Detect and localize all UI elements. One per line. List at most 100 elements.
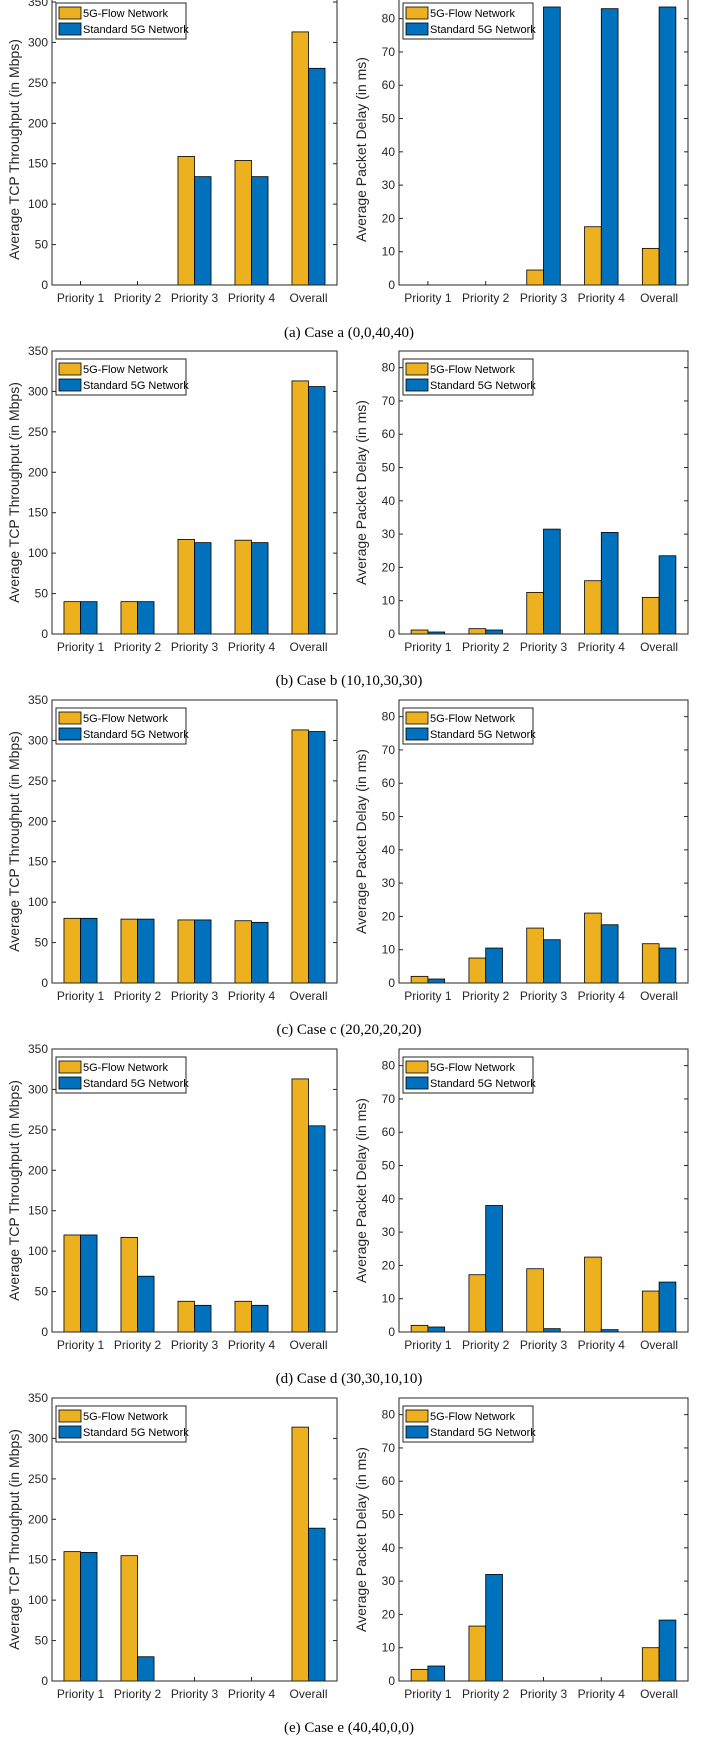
caption-b: (b) Case b (10,10,30,30) (276, 673, 423, 689)
y-tick-label: 150 (28, 855, 48, 869)
y-tick-label: 350 (28, 1391, 48, 1405)
bar (291, 1426, 309, 1682)
bar (234, 920, 252, 984)
y-tick-label: 40 (382, 1192, 396, 1206)
axes-box (398, 1397, 689, 1682)
y-tick-label: 300 (28, 35, 48, 49)
x-tick-label: Priority 4 (578, 291, 626, 305)
y-axis-label: Average Packet Delay (in ms) (353, 400, 369, 585)
bar (641, 1647, 660, 1682)
plot-area (52, 1398, 337, 1681)
y-tick-label: 20 (382, 1607, 396, 1621)
legend-label: 5G-Flow Network (83, 8, 168, 20)
y-tick-label: 50 (382, 810, 396, 824)
y-axis-label: Average TCP Throughput (in Mbps) (6, 382, 22, 603)
bar (543, 528, 561, 635)
axes-box (398, 699, 689, 984)
x-tick-label: Priority 4 (228, 989, 276, 1003)
y-tick-label: 80 (382, 12, 396, 26)
y-tick-label: 0 (388, 1674, 395, 1688)
legend-label: Standard 5G Network (430, 380, 536, 392)
legend-label: 5G-Flow Network (83, 1062, 168, 1074)
legend-swatch (405, 6, 429, 20)
legend-swatch (405, 727, 429, 741)
bar (234, 539, 252, 635)
legend-swatch (405, 1060, 429, 1074)
x-tick-label: Priority 4 (228, 1338, 276, 1352)
bar (63, 1551, 81, 1682)
y-tick-label: 30 (382, 876, 396, 890)
bar (177, 1300, 195, 1333)
chart-b-delay: 0 10 20 30 40 50 60 70 80 Priority 1 Priority 2 Pri… (353, 350, 689, 654)
y-tick-label: 40 (382, 145, 396, 159)
bar (177, 919, 195, 984)
x-tick-label: Priority 2 (462, 1687, 510, 1701)
bar (194, 542, 212, 635)
caption-e: (e) Case e (40,40,0,0) (284, 1720, 414, 1736)
y-tick-label: 20 (382, 560, 396, 574)
bar (120, 918, 138, 984)
bar (526, 927, 544, 984)
legend: 5G-Flow Network Standard 5G Network (402, 1056, 536, 1094)
x-tick-label: Priority 1 (404, 989, 452, 1003)
x-tick-label: Priority 1 (57, 1338, 105, 1352)
legend-label: 5G-Flow Network (430, 1411, 515, 1423)
bar (641, 247, 660, 286)
y-tick-label: 40 (382, 494, 396, 508)
x-tick-label: Priority 3 (520, 1687, 568, 1701)
bar (526, 1268, 544, 1333)
bar (543, 939, 561, 984)
bar (120, 1236, 138, 1333)
bar (468, 628, 487, 635)
axes-box (51, 699, 338, 984)
bar (63, 601, 81, 635)
caption-d: (d) Case d (30,30,10,10) (276, 1371, 423, 1387)
x-tick-label: Priority 4 (578, 1338, 626, 1352)
bar (251, 1304, 269, 1333)
bar (485, 1574, 503, 1682)
x-tick-label: Priority 4 (578, 989, 626, 1003)
legend-swatch (405, 1076, 429, 1090)
bar (194, 176, 212, 286)
x-tick-label: Priority 2 (462, 989, 510, 1003)
legend-label: Standard 5G Network (430, 729, 536, 741)
x-tick-label: Priority 4 (228, 291, 276, 305)
bar (137, 601, 155, 635)
bar (120, 601, 138, 635)
y-tick-label: 80 (382, 710, 396, 724)
y-tick-label: 50 (382, 461, 396, 475)
axes-box (398, 0, 689, 286)
legend-swatch (58, 6, 82, 20)
x-tick-label: Overall (289, 291, 327, 305)
legend-swatch (58, 1425, 82, 1439)
bar (234, 1300, 252, 1333)
y-tick-label: 0 (388, 976, 395, 990)
bar (427, 1665, 446, 1682)
x-tick-label: Priority 1 (57, 989, 105, 1003)
y-tick-label: 300 (28, 1431, 48, 1445)
chart-b-throughput: 0 50 100 150 200 250 300 350 Priority 1 Priority … (6, 344, 338, 654)
plot-area (52, 1049, 337, 1332)
y-tick-label: 0 (41, 278, 48, 292)
legend-label: 5G-Flow Network (83, 713, 168, 725)
bar (291, 1078, 309, 1333)
chart-d-throughput: 0 50 100 150 200 250 300 350 Priority 1 Priority … (6, 1042, 338, 1352)
x-tick-label: Priority 3 (520, 640, 568, 654)
x-tick-label: Overall (640, 291, 678, 305)
y-tick-label: 60 (382, 78, 396, 92)
x-tick-label: Overall (289, 989, 327, 1003)
y-axis-label: Average TCP Throughput (in Mbps) (6, 731, 22, 952)
bar (80, 601, 98, 635)
bar (526, 591, 544, 635)
x-tick-label: Priority 4 (578, 1687, 626, 1701)
y-tick-label: 0 (41, 1325, 48, 1339)
y-tick-label: 250 (28, 76, 48, 90)
y-axis-label: Average TCP Throughput (in Mbps) (6, 1080, 22, 1301)
y-tick-label: 50 (382, 112, 396, 126)
bar (427, 978, 446, 984)
legend-label: Standard 5G Network (430, 1427, 536, 1439)
y-tick-label: 350 (28, 0, 48, 9)
x-tick-label: Overall (289, 1338, 327, 1352)
y-tick-label: 20 (382, 211, 396, 225)
y-tick-label: 20 (382, 909, 396, 923)
